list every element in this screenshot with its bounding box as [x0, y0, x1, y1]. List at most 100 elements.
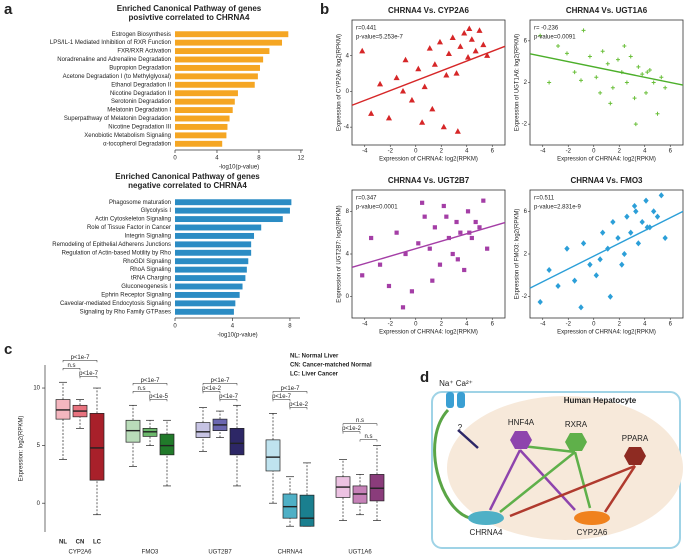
bracket — [202, 383, 238, 386]
point — [369, 235, 374, 241]
point — [393, 74, 400, 81]
x-tick-label: 6 — [491, 149, 495, 155]
point — [386, 283, 392, 289]
point — [402, 56, 409, 63]
point — [645, 70, 650, 75]
point — [605, 61, 610, 66]
bar — [175, 283, 243, 290]
point — [622, 44, 627, 49]
point — [580, 240, 587, 247]
arrow — [603, 465, 637, 513]
category-label: Superpathway of Melatonin Degradation — [64, 116, 171, 122]
bracket — [132, 383, 168, 386]
bracket — [359, 439, 378, 442]
x-tick-label: FMO3 — [142, 550, 159, 556]
point — [658, 192, 664, 199]
y-tick-label: 2 — [524, 80, 528, 86]
node-label: RXRA — [565, 420, 588, 429]
box — [89, 413, 105, 481]
point — [587, 261, 593, 268]
x-tick-label: 4 — [643, 322, 647, 328]
point — [403, 251, 408, 257]
y-tick-label: 0 — [37, 501, 41, 507]
bracket — [272, 391, 308, 394]
significance: p<1e-2 — [202, 386, 222, 392]
chart-title: CHRNA4 Vs. CYP2A6 — [388, 6, 469, 15]
x-tick-label: 0 — [173, 324, 177, 330]
point — [422, 214, 427, 219]
bar — [175, 73, 258, 80]
channel — [457, 392, 465, 408]
category-label: Xenobiotic Metabolism Signaling — [84, 133, 171, 139]
chart-title: CHRNA4 Vs. UGT1A6 — [566, 6, 648, 15]
x-tick-label: 4 — [231, 324, 235, 330]
bar — [175, 291, 240, 298]
bracket — [62, 368, 81, 371]
point — [633, 122, 638, 127]
bar — [175, 98, 235, 105]
point — [647, 68, 652, 72]
point — [400, 305, 406, 310]
annotation: r=0.441 — [356, 26, 377, 32]
annotation: r=0.511 — [534, 196, 555, 202]
point — [430, 278, 435, 283]
arrow — [573, 451, 592, 509]
point — [399, 87, 407, 94]
point — [444, 214, 449, 219]
category-label: Noradrenaline and Adrenaline Degradation — [57, 57, 171, 63]
bar — [175, 300, 236, 307]
annotation: p-value=2.831e-9 — [534, 205, 582, 211]
point — [440, 123, 447, 130]
point — [662, 234, 668, 242]
point — [450, 251, 455, 257]
bar — [175, 132, 227, 139]
diagram-title: Human Hepatocyte — [564, 396, 637, 405]
x-tick-label: 2 — [618, 149, 622, 155]
point — [359, 47, 366, 54]
point — [663, 85, 668, 90]
group-label: NL — [59, 540, 67, 546]
x-tick-label: 4 — [465, 149, 469, 155]
y-axis-label: Expression of CYP2A6: log2(RPKM) — [337, 34, 343, 131]
point — [408, 96, 415, 103]
diagram: Human Hepatocyte Na⁺ Ca²⁺ ? HNF4A RXRA P… — [431, 379, 683, 549]
significance: p<1e-7 — [71, 355, 91, 361]
node-shape — [565, 433, 587, 451]
question: ? — [458, 423, 463, 432]
point — [484, 52, 491, 58]
category-label: Bupropion Degradation — [109, 66, 171, 72]
point — [409, 289, 415, 294]
significance: p<1e-7 — [219, 394, 239, 400]
panel-label: c — [4, 341, 12, 358]
x-axis-label: -log10(p-value) — [219, 165, 259, 171]
trend-line — [351, 45, 506, 106]
point — [469, 235, 474, 241]
point — [572, 70, 577, 75]
category-label: Acetone Degradation I (to Methylglyoxal) — [63, 74, 171, 80]
bar — [175, 107, 233, 114]
x-tick-label: 12 — [298, 156, 305, 162]
category-label: Nicotine Degradation III — [108, 125, 171, 131]
point — [610, 218, 616, 226]
point — [628, 229, 634, 236]
node-shape — [468, 511, 504, 525]
point — [600, 229, 606, 236]
x-axis-label: -log10(p-value) — [217, 333, 257, 339]
category-label: Gluconeogenesis I — [121, 284, 171, 290]
point — [476, 27, 483, 33]
x-tick-label: -2 — [388, 322, 394, 328]
channel — [446, 392, 454, 408]
bar — [175, 207, 290, 214]
x-tick-label: -2 — [388, 149, 394, 155]
significance: n.s — [356, 418, 364, 424]
point — [368, 110, 375, 116]
y-tick-label: 2 — [524, 252, 528, 258]
y-tick-label: -4 — [344, 125, 350, 131]
point — [655, 111, 660, 116]
point — [632, 96, 637, 101]
legend-entry: LC: Liver Cancer — [290, 372, 339, 378]
x-tick-label: 8 — [288, 324, 292, 330]
x-tick-label: 0 — [592, 149, 596, 155]
point — [426, 45, 433, 51]
